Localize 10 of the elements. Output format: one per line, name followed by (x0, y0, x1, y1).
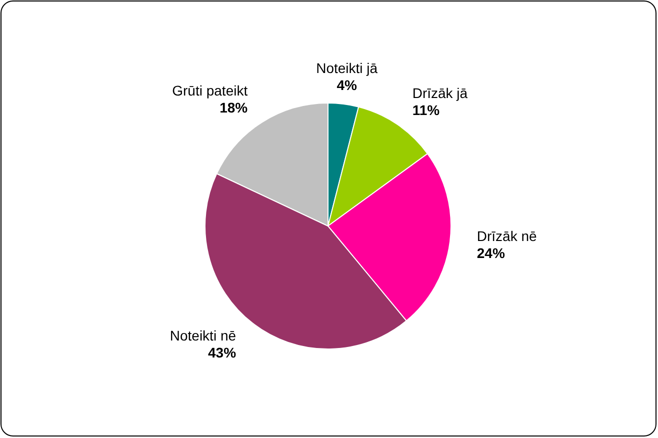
data-label: 24% (476, 244, 506, 261)
data-label: 43% (208, 344, 237, 361)
data-label: 18% (220, 99, 248, 116)
data-label: 4% (336, 77, 358, 94)
data-label: 11% (412, 102, 440, 118)
slice-label: Noteikti nē (170, 328, 236, 344)
slice-label: Grūti pateikt (172, 82, 248, 98)
slice-label: Drīzāk jā (412, 84, 468, 101)
slice-label: Drīzāk nē (476, 228, 537, 244)
slice-label: Noteikti jā (316, 60, 378, 76)
